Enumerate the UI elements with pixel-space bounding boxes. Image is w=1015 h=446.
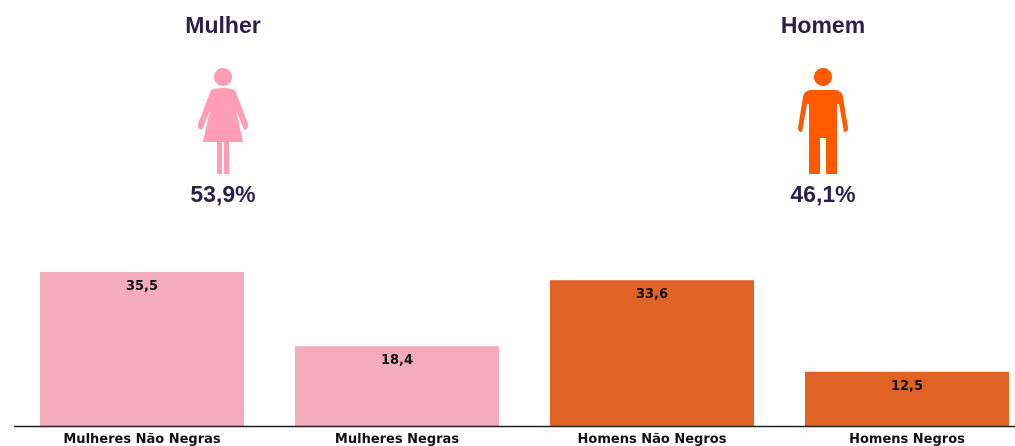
bar-value-label: 33,6 — [636, 287, 668, 302]
bar-3 — [550, 280, 754, 426]
category-label: Mulheres Negras — [335, 432, 459, 446]
female-percent: 53,9% — [190, 181, 256, 207]
male-title: Homem — [780, 12, 866, 38]
bar-value-label: 35,5 — [126, 279, 158, 294]
female-title: Mulher — [185, 12, 261, 38]
woman-icon — [197, 68, 249, 174]
man-icon — [798, 68, 848, 174]
category-label: Mulheres Não Negras — [63, 432, 221, 446]
bar-1 — [40, 272, 244, 426]
category-label: Homens Negros — [849, 432, 965, 446]
male-percent: 46,1% — [790, 181, 856, 207]
bar-value-label: 18,4 — [381, 353, 413, 368]
bar-4 — [805, 371, 1009, 426]
category-label: Homens Não Negros — [578, 432, 727, 446]
bar-value-label: 12,5 — [891, 379, 923, 394]
bar-2 — [295, 346, 499, 426]
